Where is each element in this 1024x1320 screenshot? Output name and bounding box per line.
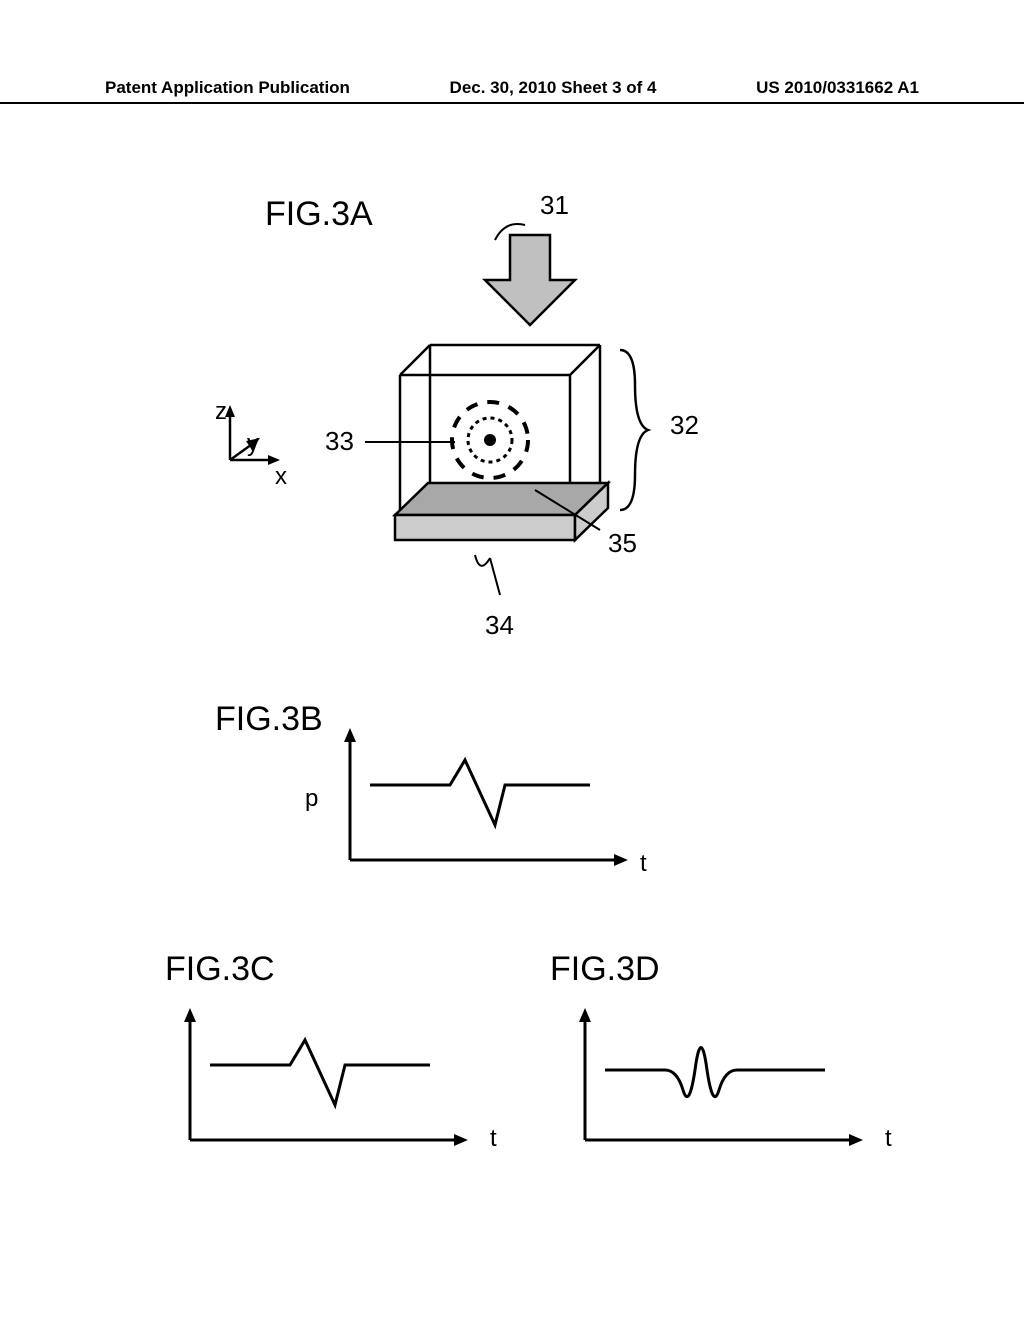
ref-31: 31 — [540, 190, 569, 221]
header-center: Dec. 30, 2010 Sheet 3 of 4 — [450, 78, 657, 98]
fig3d-chart — [565, 1000, 905, 1170]
fig3c-label: FIG.3C — [165, 950, 275, 989]
detector-slab-icon — [395, 483, 608, 540]
axis-z: z — [215, 398, 227, 426]
header-left: Patent Application Publication — [105, 78, 350, 98]
axis-x: x — [275, 463, 287, 491]
fig3b-axis-p: p — [305, 785, 318, 813]
fig3b-chart — [330, 720, 670, 890]
fig3b-label: FIG.3B — [215, 700, 323, 739]
brace-32-icon — [620, 350, 648, 510]
fig3d-label: FIG.3D — [550, 950, 660, 989]
leader-34-curve — [475, 555, 490, 566]
absorber-icon — [452, 402, 528, 478]
light-arrow-icon — [485, 224, 575, 325]
fig3c-chart — [170, 1000, 510, 1170]
ref-32: 32 — [670, 410, 699, 441]
header-right: US 2010/0331662 A1 — [756, 78, 919, 98]
ref-33: 33 — [325, 426, 354, 457]
fig3a-drawing — [200, 180, 750, 680]
axis-y: y — [247, 430, 259, 458]
page-header: Patent Application Publication Dec. 30, … — [0, 78, 1024, 104]
ref-34: 34 — [485, 610, 514, 641]
leader-34 — [490, 558, 500, 595]
ref-35: 35 — [608, 528, 637, 559]
